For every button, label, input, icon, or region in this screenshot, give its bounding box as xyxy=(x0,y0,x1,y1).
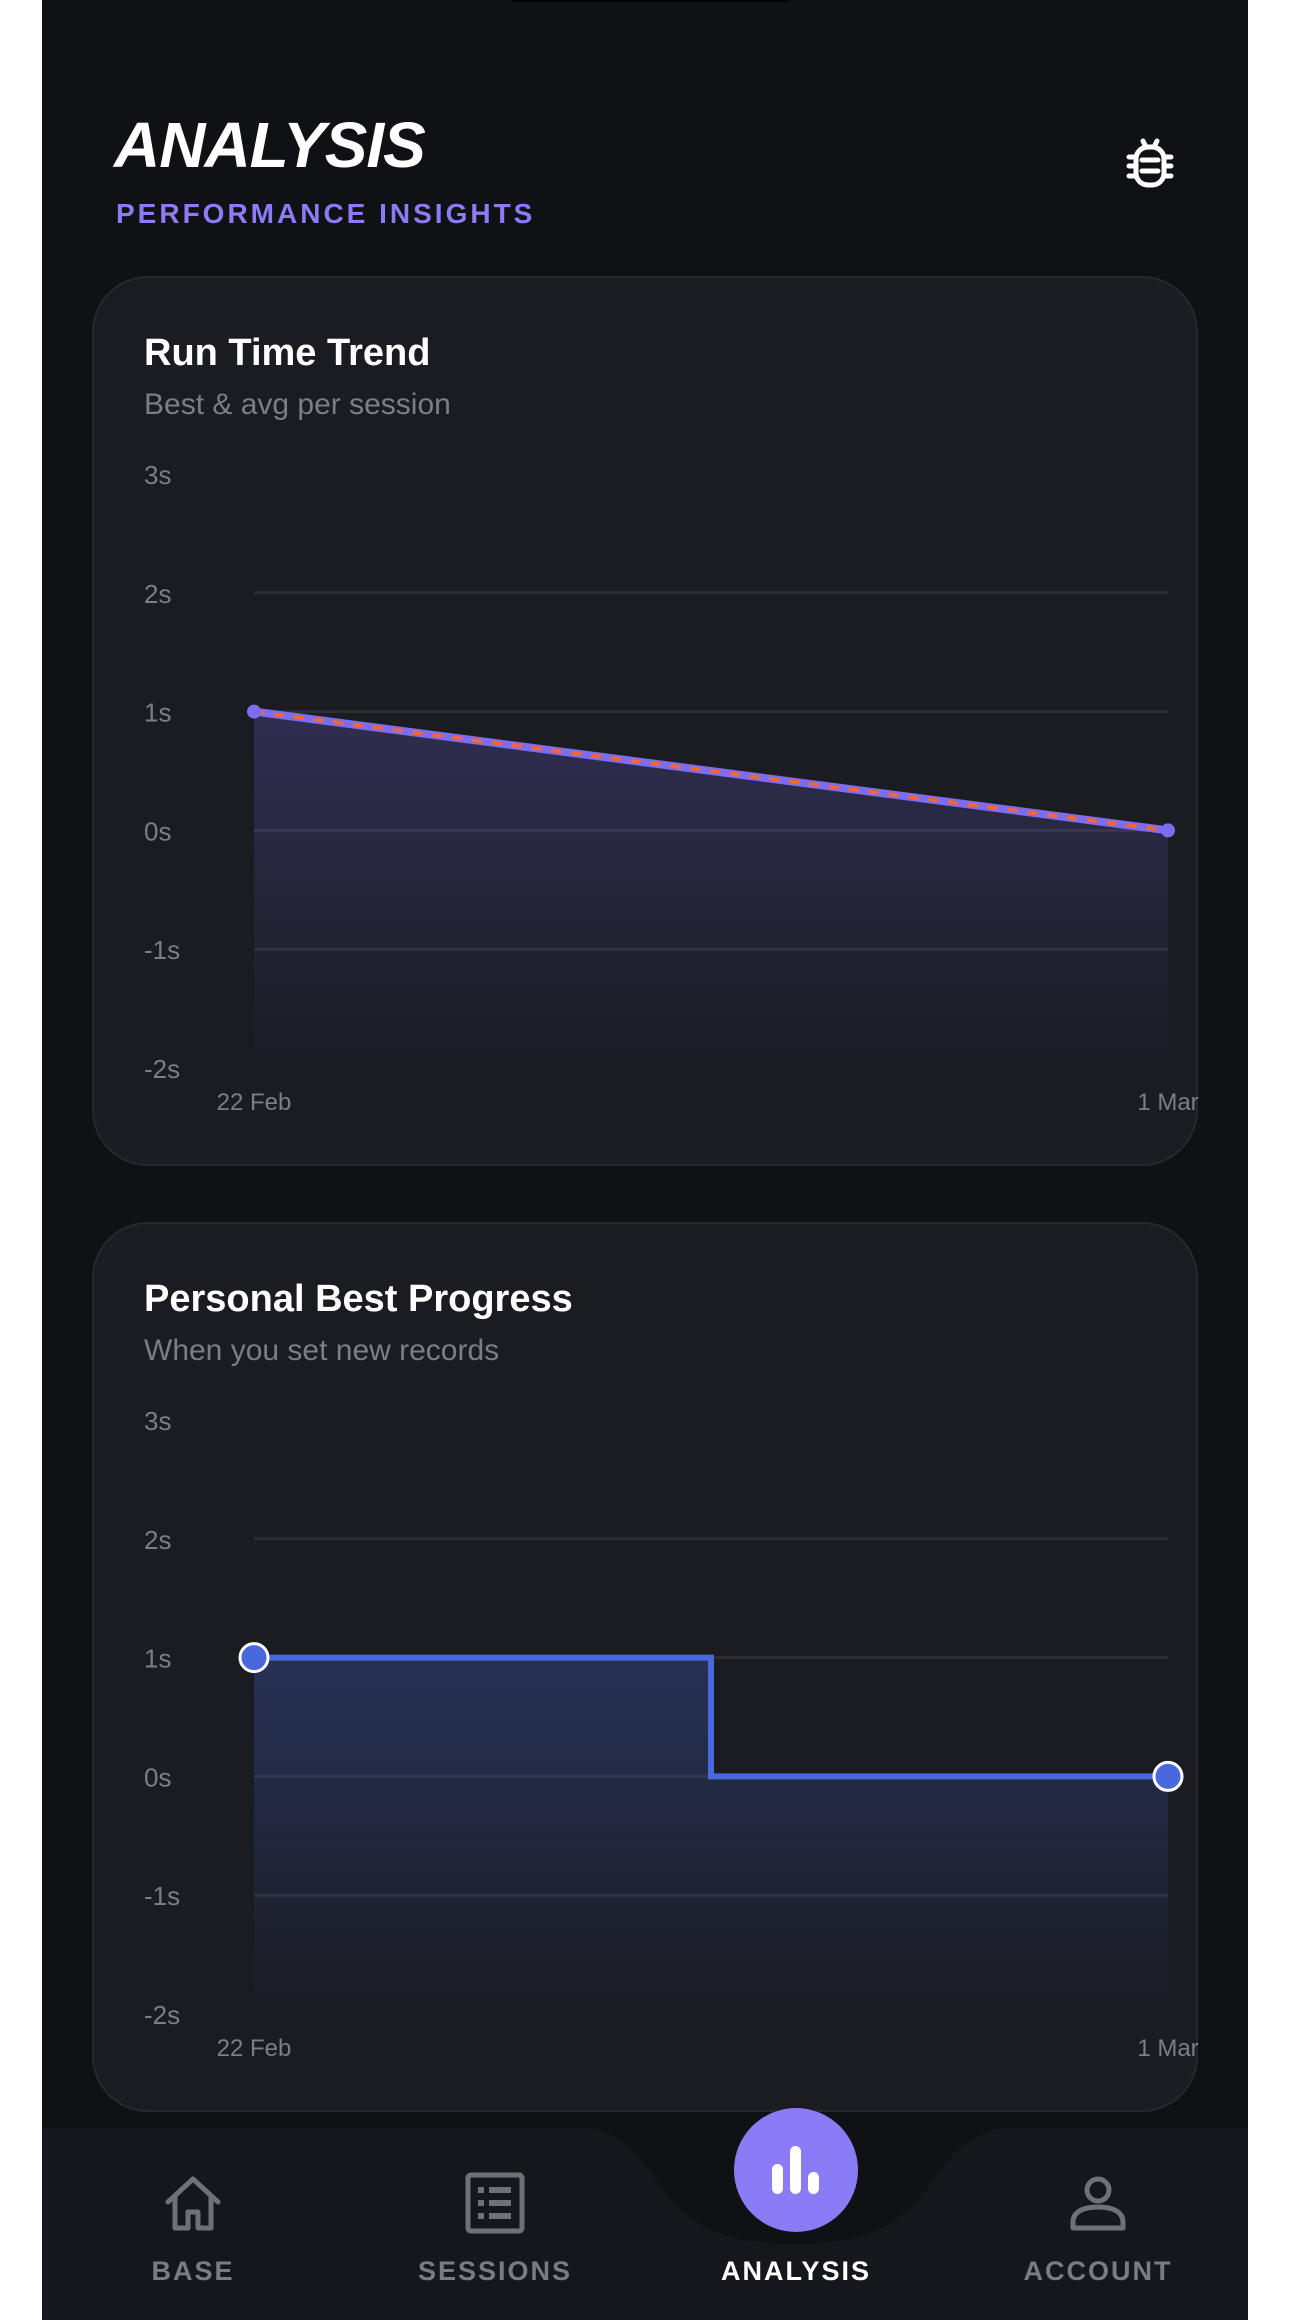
bottom-nav: BASE SESSIONS ANALYSIS xyxy=(42,2128,1248,2320)
y-tick-label: -1s xyxy=(144,935,180,965)
data-point xyxy=(238,1642,270,1674)
y-tick-label: 0s xyxy=(144,816,171,846)
x-tick-label: 22 Feb xyxy=(217,1089,292,1116)
chart-title: Run Time Trend xyxy=(144,332,431,374)
nav-item-base[interactable]: BASE xyxy=(83,2168,303,2308)
y-tick-label: 2s xyxy=(144,579,171,609)
y-tick-label: 3s xyxy=(144,460,171,490)
nav-label: SESSIONS xyxy=(417,2256,573,2286)
y-tick-label: -2s xyxy=(144,1054,180,1084)
debug-button[interactable] xyxy=(1120,132,1180,192)
bug-icon xyxy=(1126,138,1174,188)
chart-subtitle: Best & avg per session xyxy=(144,388,451,421)
data-point xyxy=(1152,1760,1184,1792)
bar-chart-icon xyxy=(772,2146,819,2194)
series-area xyxy=(254,1657,1168,2014)
y-tick-label: -1s xyxy=(144,1881,180,1911)
nav-label: ACCOUNT xyxy=(1023,2256,1173,2286)
analysis-fab-button[interactable] xyxy=(734,2108,858,2232)
chart-title: Personal Best Progress xyxy=(144,1278,573,1320)
nav-label: BASE xyxy=(151,2256,235,2286)
user-icon xyxy=(1070,2176,1126,2231)
nav-label: ANALYSIS xyxy=(720,2256,872,2286)
app-screen: ANALYSIS PERFORMANCE INSIGHTS Run Time T… xyxy=(42,0,1248,2320)
y-tick-label: 1s xyxy=(144,1644,171,1674)
series-line-best xyxy=(253,709,1169,833)
y-tick-label: 1s xyxy=(144,698,171,728)
x-tick-label: 22 Feb xyxy=(217,2035,292,2062)
list-icon xyxy=(465,2172,525,2234)
page-subtitle: PERFORMANCE INSIGHTS xyxy=(116,198,536,229)
y-tick-label: 3s xyxy=(144,1406,171,1436)
y-tick-label: 0s xyxy=(144,1762,171,1792)
x-tick-label: 1 Mar xyxy=(1137,1089,1198,1116)
y-tick-label: -2s xyxy=(144,2000,180,2030)
nav-item-account[interactable]: ACCOUNT xyxy=(988,2168,1208,2308)
y-tick-label: 2s xyxy=(144,1525,171,1555)
nav-background xyxy=(42,2128,1248,2320)
personal-best-chart: 3s 2s 1s 0s -1s -2s 22 Feb 1 Mar xyxy=(144,1406,1199,2062)
personal-best-card: Personal Best Progress When you set new … xyxy=(92,1222,1199,2112)
series-area xyxy=(254,711,1168,1068)
device-notch xyxy=(508,0,794,2)
data-point xyxy=(247,704,261,719)
page-title: ANALYSIS xyxy=(114,109,426,181)
nav-item-analysis[interactable]: ANALYSIS xyxy=(686,2168,906,2308)
run-time-trend-chart: 3s 2s 1s 0s -1s -2s 22 Feb 1 Mar xyxy=(144,460,1199,1116)
data-point xyxy=(1161,823,1175,838)
nav-item-sessions[interactable]: SESSIONS xyxy=(385,2168,605,2308)
run-time-trend-card: Run Time Trend Best & avg per session 3s… xyxy=(92,276,1199,1166)
chart-subtitle: When you set new records xyxy=(144,1334,500,1367)
home-icon xyxy=(165,2176,221,2231)
x-tick-label: 1 Mar xyxy=(1137,2035,1198,2062)
series-line xyxy=(254,1654,1168,1780)
